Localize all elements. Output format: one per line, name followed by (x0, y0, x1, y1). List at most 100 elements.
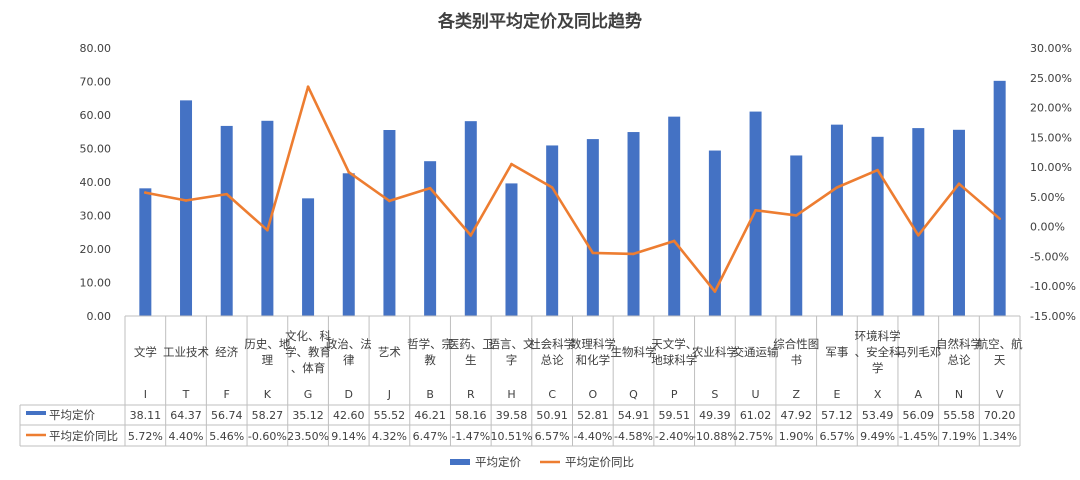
table-cell-yoy: 5.72% (128, 430, 163, 443)
yoy-point (266, 228, 269, 232)
table-cell-yoy: -1.45% (899, 430, 938, 443)
bar (464, 121, 477, 316)
category-label: 交通运输 (733, 345, 779, 359)
bar-series (139, 80, 1006, 317)
table-cell-yoy: -10.88% (692, 430, 738, 443)
table-cell-price: 39.58 (496, 409, 528, 422)
bar (912, 128, 925, 316)
yoy-point (144, 191, 147, 194)
right-axis-tick-label: 20.00% (1030, 102, 1072, 115)
category-label: 工业技术 (163, 345, 209, 359)
table-cell-price: 70.20 (984, 409, 1016, 422)
table-cell-yoy: 5.46% (209, 430, 244, 443)
bar (586, 139, 599, 316)
line-series (144, 85, 1002, 293)
legend: 平均定价 平均定价同比 (450, 455, 634, 469)
category-code: F (224, 388, 230, 401)
yoy-point (306, 85, 310, 89)
table-cell-yoy: 9.49% (860, 430, 895, 443)
chart-title: 各类别平均定价及同比趋势 (437, 11, 642, 32)
category-label: 历史、地理 (244, 337, 290, 367)
table-cell-yoy: 1.90% (779, 430, 814, 443)
category-code: Z (792, 388, 800, 401)
left-axis-tick-label: 30.00 (80, 210, 112, 223)
table-cell-yoy: 6.47% (413, 430, 448, 443)
category-code: U (752, 388, 760, 401)
table-cell-yoy: 6.57% (535, 430, 570, 443)
right-axis-tick-label: 10.00% (1030, 161, 1072, 174)
category-code: D (345, 388, 353, 401)
bar (505, 183, 518, 316)
table-cell-yoy: -0.60% (248, 430, 287, 443)
table-cell-price: 50.91 (536, 409, 568, 422)
category-code: K (264, 388, 272, 401)
category-code: V (996, 388, 1004, 401)
bar (749, 111, 762, 316)
table-cell-price: 61.02 (740, 409, 772, 422)
right-axis-tick-label: 0.00% (1030, 221, 1065, 234)
bar-legend-key (26, 411, 46, 415)
category-code: X (874, 388, 882, 401)
table-cell-price: 54.91 (618, 409, 650, 422)
left-axis: 0.00 10.00 20.00 30.00 40.00 50.00 60.00 70.00 8… (80, 42, 112, 323)
category-label: 社会科学总论 (529, 337, 575, 367)
category-code: G (304, 388, 313, 401)
table-cell-yoy: 23.50% (287, 430, 329, 443)
bar (180, 100, 193, 316)
bar (708, 150, 721, 316)
table-cell-yoy: -4.40% (573, 430, 612, 443)
left-axis-tick-label: 10.00 (80, 277, 112, 290)
bar (627, 132, 640, 316)
table-cell-price: 64.37 (170, 409, 202, 422)
category-code: B (426, 388, 434, 401)
table-cell-yoy: 4.40% (169, 430, 204, 443)
yoy-point (957, 182, 961, 186)
yoy-point (225, 192, 229, 196)
table-cell-yoy: 4.32% (372, 430, 407, 443)
table-cell-yoy: 6.57% (819, 430, 854, 443)
category-code: Q (629, 388, 638, 401)
table-cell-yoy: -4.58% (614, 430, 653, 443)
yoy-point (876, 168, 879, 172)
table-cell-yoy: 1.34% (982, 430, 1017, 443)
category-label: 生物科学 (611, 345, 657, 359)
bar (302, 198, 315, 316)
category-code: P (671, 388, 678, 401)
category-code: H (507, 388, 515, 401)
table-cell-yoy: 7.19% (942, 430, 977, 443)
table-cell-yoy: 10.51% (491, 430, 533, 443)
bar (952, 129, 965, 316)
left-axis-tick-label: 40.00 (80, 176, 112, 189)
category-label: 政治、法律 (326, 337, 372, 367)
category-label: 军事 (825, 345, 848, 359)
category-label: 马列毛邓 (895, 345, 941, 359)
left-axis-tick-label: 50.00 (80, 143, 112, 156)
table-cell-price: 52.81 (577, 409, 609, 422)
left-axis-tick-label: 20.00 (80, 243, 112, 256)
right-axis-tick-label: 30.00% (1030, 42, 1072, 55)
table-cell-yoy: 2.75% (738, 430, 773, 443)
data-table: 文学 I 工业技术 T 经济 F 历史、地理 K 文化、科学、教育、体育 G 政治、法律 D 艺术 J 哲学… (19, 315, 1023, 447)
yoy-point (388, 199, 391, 203)
yoy-point (916, 234, 920, 237)
bar (139, 188, 152, 316)
category-label: 航空、航天 (977, 337, 1023, 367)
bar (383, 130, 396, 316)
table-cell-price: 59.51 (658, 409, 690, 422)
category-label: 综合性图书 (773, 337, 819, 367)
left-axis-tick-label: 60.00 (80, 109, 112, 122)
category-code: S (711, 388, 718, 401)
yoy-point (469, 234, 473, 237)
bar (993, 80, 1006, 316)
category-label: 文化、科学、教育、体育 (285, 329, 331, 375)
table-cell-price: 46.21 (414, 409, 446, 422)
yoy-point (510, 162, 513, 166)
category-label: 经济 (215, 345, 238, 359)
right-axis-tick-label: 5.00% (1030, 191, 1065, 204)
yoy-point (754, 208, 757, 212)
category-code: J (387, 388, 391, 401)
table-cell-price: 56.74 (211, 409, 243, 422)
category-label: 天文学、地球科学 (651, 337, 697, 367)
bar (342, 173, 355, 316)
